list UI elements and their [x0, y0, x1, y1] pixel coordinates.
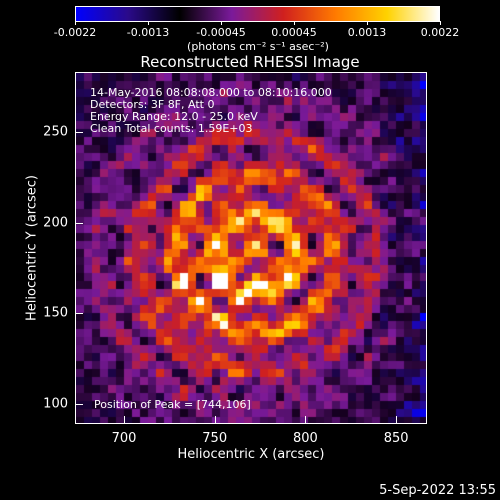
image-title: Reconstructed RHESSI Image — [140, 53, 360, 71]
y-tick-label: 150 — [43, 305, 68, 321]
x-axis-label: Heliocentric X (arcsec) — [177, 447, 325, 462]
x-tick-label: 800 — [293, 431, 318, 446]
y-tick-label: 200 — [43, 215, 68, 231]
colorbar-tick-label: 0.0013 — [347, 26, 387, 39]
info-line-3: Energy Range: 12.0 - 25.0 keV — [90, 110, 258, 123]
y-tick-label: 250 — [43, 124, 68, 140]
x-tick-mark — [305, 416, 307, 424]
colorbar-tick-label: 0.00045 — [271, 26, 317, 39]
colorbar-tick-label: -0.0013 — [126, 26, 170, 39]
y-axis-label: Heliocentric Y (arcsec) — [24, 175, 40, 321]
x-tick-label: 850 — [383, 431, 409, 446]
colorbar-tick — [367, 21, 368, 25]
peak-position-label: Position of Peak = [744,106] — [94, 398, 251, 411]
y-tick-mark — [75, 131, 83, 133]
colorbar-tick — [148, 21, 149, 25]
colorbar-tick — [294, 21, 295, 25]
colorbar-tick-label: 0.0022 — [420, 26, 460, 39]
y-tick-mark — [75, 404, 83, 406]
info-line-2: Detectors: 3F 8F, Att 0 — [90, 98, 215, 111]
x-tick-mark — [123, 416, 125, 424]
x-tick-mark — [396, 416, 398, 424]
y-tick-mark — [75, 222, 83, 224]
colorbar-tick-label: -0.00045 — [196, 26, 246, 39]
image-canvas — [76, 73, 426, 423]
reconstructed-image: 14-May-2016 08:08:08.000 to 08:10:16.000… — [75, 72, 427, 424]
info-line-1: 14-May-2016 08:08:08.000 to 08:10:16.000 — [90, 86, 332, 99]
colorbar-unit-label: (photons cm⁻² s⁻¹ asec⁻²) — [187, 40, 329, 53]
footer-date: 5-Sep-2022 13:55 — [379, 483, 496, 498]
colorbar-tick — [440, 21, 441, 25]
y-tick-mark — [75, 313, 83, 315]
x-tick-mark — [214, 416, 216, 424]
colorbar-tick-label: -0.0022 — [53, 26, 97, 39]
x-tick-label: 700 — [111, 431, 137, 446]
colorbar-tick — [221, 21, 222, 25]
y-tick-label: 100 — [43, 396, 68, 412]
info-line-4: Clean Total counts: 1.59E+03 — [90, 122, 253, 135]
x-tick-label: 750 — [202, 431, 228, 446]
colorbar-tick — [75, 21, 76, 25]
colorbar — [75, 6, 440, 22]
